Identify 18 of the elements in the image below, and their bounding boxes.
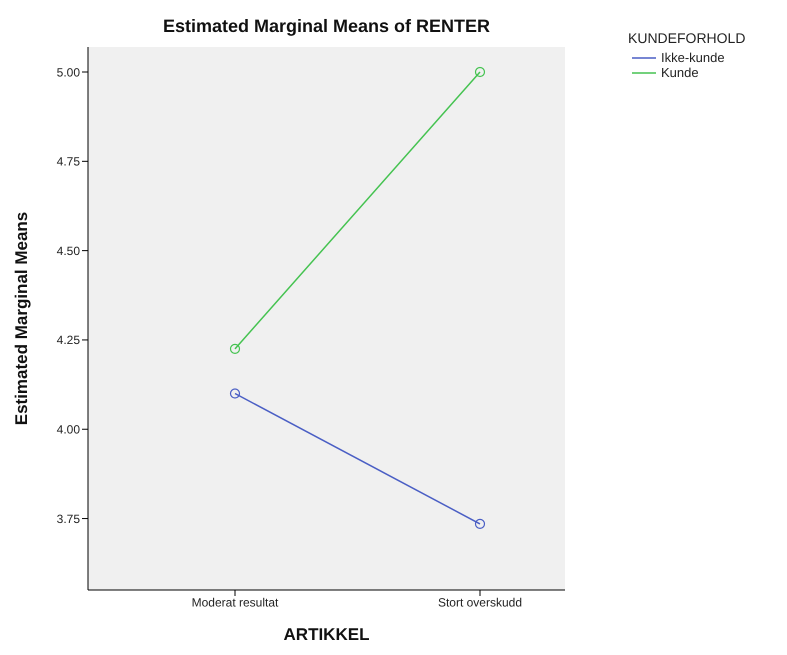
y-tick-label: 4.00 (56, 422, 80, 437)
legend-label: Kunde (661, 65, 699, 80)
point (474, 518, 486, 530)
x-tick-label: Moderat resultat (192, 596, 280, 610)
point (474, 66, 486, 78)
y-tick-label: 4.50 (56, 244, 80, 258)
y-tick-label: 3.75 (56, 512, 80, 526)
legend-title: KUNDEFORHOLD (628, 30, 746, 46)
y-axis-title: Estimated Marginal Means (12, 212, 32, 426)
chart-title: Estimated Marginal Means of RENTER (162, 16, 492, 37)
y-tick-label: 5.00 (56, 65, 80, 80)
point (230, 388, 240, 399)
point (230, 344, 240, 354)
x-axis-title: ARTIKKEL (284, 625, 370, 644)
y-tick-label: 4.75 (56, 154, 80, 169)
y-tick-label: 4.25 (56, 333, 80, 348)
legend-label: Ikke-kunde (661, 50, 725, 65)
x-tick-label: Stort overskudd (438, 596, 522, 610)
